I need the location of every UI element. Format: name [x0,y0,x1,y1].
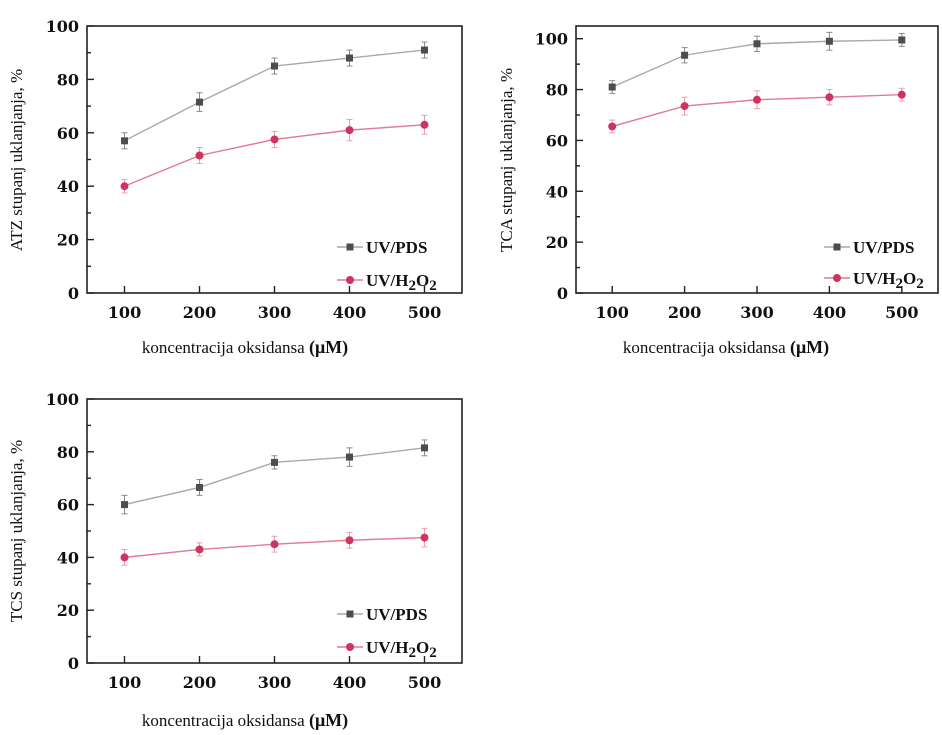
legend: UV/PDS UV/H2O2 [824,238,924,292]
data-point-uv-pds [121,137,128,145]
data-point-uv-h2o2 [680,102,689,111]
x-tick-label: 300 [740,303,773,322]
data-point-uv-h2o2 [270,135,279,144]
x-tick-label: 200 [183,303,216,322]
y-tick-label: 0 [68,654,79,673]
legend: UV/PDS UV/H2O2 [337,238,437,294]
data-point-uv-h2o2 [420,533,429,542]
x-axis-label-text: koncentracija oksidansa [623,338,790,357]
legend-label-uv-pds: UV/PDS [853,238,914,257]
data-point-uv-pds [121,501,128,509]
data-point-uv-pds [753,40,761,48]
legend-label-uv-h2o2: UV/H2O2 [853,269,924,292]
y-tick-label: 100 [46,390,79,409]
x-axis-label: koncentracija oksidansa (μM) [142,710,348,731]
data-point-uv-pds [898,36,906,44]
y-tick-label: 40 [546,182,568,201]
y-tick-label: 100 [46,17,79,36]
y-tick-label: 80 [546,81,568,100]
y-tick-label: 20 [57,231,79,250]
data-point-uv-pds [421,444,428,452]
legend-label-uv-h2o2: UV/H2O2 [366,271,437,294]
legend: UV/PDS UV/H2O2 [337,605,437,661]
y-tick-label: 60 [57,124,79,143]
data-point-uv-h2o2 [897,90,906,99]
y-tick-label: 20 [57,601,79,620]
legend-label-uv-pds: UV/PDS [366,605,427,624]
legend-marker-uv-pds [833,243,841,251]
legend-marker-uv-pds [346,610,354,618]
y-tick-label: 0 [557,284,568,303]
data-point-uv-pds [346,453,353,461]
x-axis-label-text: koncentracija oksidansa [142,711,309,730]
y-tick-label: 0 [68,284,79,303]
data-point-uv-h2o2 [753,95,761,104]
data-point-uv-pds [825,37,833,45]
x-tick-label: 300 [258,303,291,322]
data-point-uv-pds [346,54,353,62]
legend-marker-uv-pds [346,243,354,251]
chart-atz: 0 20 40 60 80 100 100 200 300 400 500 ATZ stupanj u… [7,17,463,358]
y-tick-label: 20 [546,233,568,252]
legend-marker-uv-h2o2 [833,274,841,282]
x-axis-label: koncentracija oksidansa (μM) [142,337,348,358]
data-point-uv-h2o2 [195,545,204,554]
y-axis-label: ATZ stupanj uklanjanja, % [7,69,26,251]
x-tick-label: 200 [183,673,216,692]
data-point-uv-h2o2 [825,93,834,102]
y-axis-label: TCS stupanj uklanjanja, % [7,440,26,622]
data-point-uv-h2o2 [270,540,279,549]
data-point-uv-h2o2 [195,151,204,160]
y-axis-label: TCA stupanj uklanjanja, % [497,68,516,252]
y-tick-label: 80 [57,70,79,89]
data-point-uv-h2o2 [120,553,129,562]
y-tick-label: 60 [57,496,79,515]
legend-label-uv-h2o2: UV/H2O2 [366,638,437,661]
y-tick-label: 40 [57,548,79,567]
data-point-uv-h2o2 [345,536,354,545]
legend-marker-uv-h2o2 [346,643,354,651]
chart-tcs: 0 20 40 60 80 100 100 200 300 400 500 TCS stupanj u… [7,390,463,731]
x-tick-label: 400 [333,303,366,322]
x-tick-label: 500 [408,303,441,322]
data-point-uv-pds [271,458,278,466]
data-point-uv-h2o2 [420,120,429,129]
x-tick-label: 500 [408,673,441,692]
legend-label-uv-pds: UV/PDS [366,238,427,257]
x-axis-label-text: koncentracija oksidansa [142,338,309,357]
chart-tca: 0 20 40 60 80 100 100 200 300 400 500 TCA stupanj u… [497,25,939,358]
x-tick-label: 500 [885,303,918,322]
data-point-uv-h2o2 [345,126,354,135]
x-axis-unit: (μM) [790,337,829,358]
data-point-uv-pds [196,483,203,491]
y-tick-label: 60 [546,131,568,150]
data-point-uv-pds [681,51,689,59]
x-axis-unit: (μM) [309,710,348,731]
x-tick-label: 200 [668,303,701,322]
legend-marker-uv-h2o2 [346,276,354,284]
data-point-uv-h2o2 [120,182,129,191]
data-point-uv-pds [421,46,428,54]
x-axis-label: koncentracija oksidansa (μM) [623,337,829,358]
x-tick-label: 100 [595,303,628,322]
x-tick-label: 300 [258,673,291,692]
data-point-uv-h2o2 [608,122,617,131]
data-point-uv-pds [608,83,616,91]
x-tick-label: 400 [333,673,366,692]
x-axis-unit: (μM) [309,337,348,358]
x-tick-label: 100 [108,303,141,322]
y-tick-label: 40 [57,177,79,196]
data-point-uv-pds [271,62,278,70]
y-tick-label: 100 [535,30,568,49]
y-tick-label: 80 [57,443,79,462]
x-tick-label: 400 [813,303,846,322]
x-tick-label: 100 [108,673,141,692]
data-point-uv-pds [196,98,203,106]
